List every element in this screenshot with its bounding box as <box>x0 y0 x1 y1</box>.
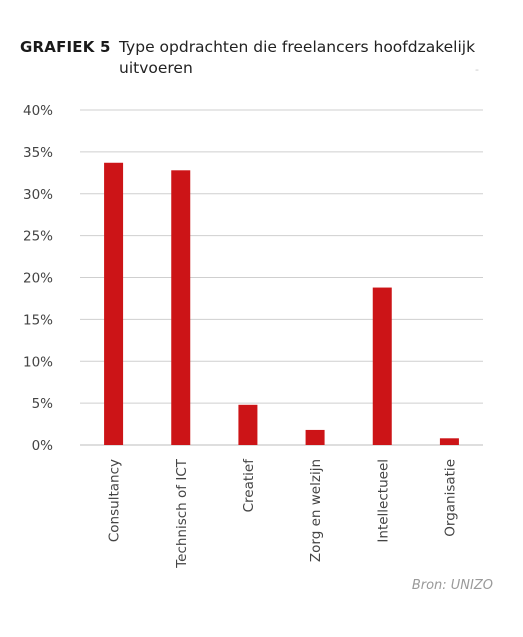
y-tick-label: 35% <box>23 145 53 161</box>
y-tick-label: 5% <box>32 396 54 412</box>
x-tick-label: Consultancy <box>107 459 123 542</box>
x-tick-label: Intellectueel <box>375 459 391 543</box>
bar <box>439 438 459 445</box>
y-tick-label: 15% <box>23 312 53 328</box>
bar <box>238 404 258 445</box>
figure-label: GRAFIEK 5 <box>20 38 111 56</box>
y-tick-label: 25% <box>23 229 53 245</box>
y-tick-label: 0% <box>32 438 54 454</box>
bar <box>372 287 392 445</box>
chart-title: Type opdrachten die freelancers hoofdzak… <box>119 38 476 77</box>
y-tick-label: 40% <box>23 103 53 119</box>
x-tick-label: Creatief <box>241 458 257 513</box>
y-tick-label: 30% <box>23 187 53 203</box>
bar <box>305 429 325 445</box>
header-divider-mark: - <box>475 63 479 76</box>
bar <box>171 170 191 446</box>
x-tick-label: Organisatie <box>442 459 458 537</box>
x-tick-label: Technisch of ICT <box>174 458 190 569</box>
x-tick-label: Zorg en welzijn <box>308 459 324 562</box>
source-note: Bron: UNIZO <box>411 578 493 593</box>
y-tick-label: 10% <box>23 354 53 370</box>
bar <box>104 162 124 445</box>
y-tick-label: 20% <box>23 271 53 287</box>
